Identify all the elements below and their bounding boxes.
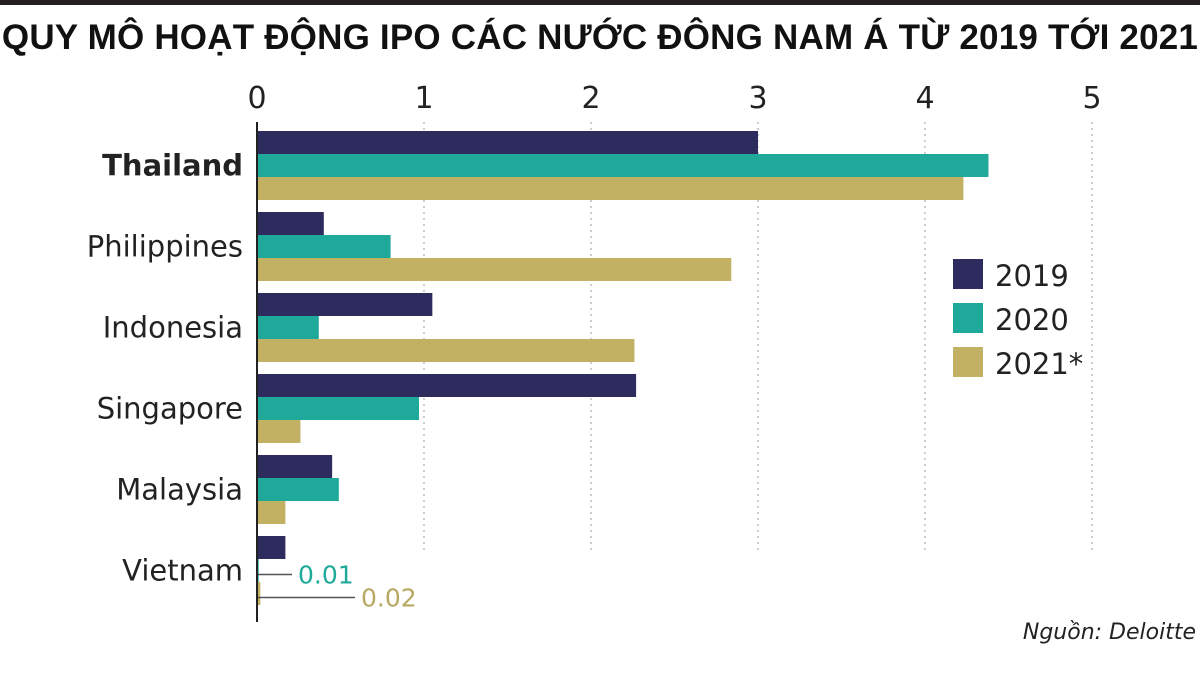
category-label-malaysia: Malaysia [116, 473, 243, 507]
legend-swatch-2019 [953, 259, 983, 289]
source-note: Nguồn: Deloitte [1022, 620, 1196, 645]
x-tick-label: 5 [1082, 81, 1101, 116]
category-label-philippines: Philippines [87, 230, 243, 264]
legend-swatch-2020 [953, 303, 983, 333]
bar-philippines-2020 [257, 235, 391, 258]
category-label-vietnam: Vietnam [122, 554, 243, 588]
annotation-label-2020: 0.01 [298, 561, 354, 590]
legend-swatch-2021 [953, 347, 983, 377]
x-tick-label: 4 [915, 81, 934, 116]
top-rule [0, 0, 1200, 5]
bar-thailand-2019 [257, 131, 758, 154]
bar-vietnam-2019 [257, 536, 286, 559]
bar-thailand-2021 [257, 177, 964, 200]
bar-indonesia-2021 [257, 339, 635, 362]
category-label-indonesia: Indonesia [103, 311, 243, 345]
bar-vietnam-2021 [257, 582, 261, 605]
bar-indonesia-2019 [257, 293, 433, 316]
x-tick-label: 0 [247, 81, 266, 116]
category-label-singapore: Singapore [97, 392, 243, 426]
bar-philippines-2021 [257, 258, 732, 281]
bar-indonesia-2020 [257, 316, 319, 339]
annotation-label-2021: 0.02 [361, 584, 417, 613]
x-tick-label: 2 [581, 81, 600, 116]
x-tick-label: 3 [748, 81, 767, 116]
bar-malaysia-2021 [257, 501, 286, 524]
bar-philippines-2019 [257, 212, 324, 235]
legend-label-2021: 2021* [995, 347, 1083, 381]
legend-label-2020: 2020 [995, 303, 1069, 337]
bar-malaysia-2019 [257, 455, 333, 478]
bar-thailand-2020 [257, 154, 989, 177]
x-tick-label: 1 [414, 81, 433, 116]
chart-title: QUY MÔ HOẠT ĐỘNG IPO CÁC NƯỚC ĐÔNG NAM Á… [1, 18, 1199, 57]
bar-malaysia-2020 [257, 478, 339, 501]
bar-singapore-2021 [257, 420, 301, 443]
legend-label-2019: 2019 [995, 259, 1069, 293]
bar-singapore-2019 [257, 374, 637, 397]
bar-singapore-2020 [257, 397, 419, 420]
category-label-thailand: Thailand [102, 149, 243, 183]
